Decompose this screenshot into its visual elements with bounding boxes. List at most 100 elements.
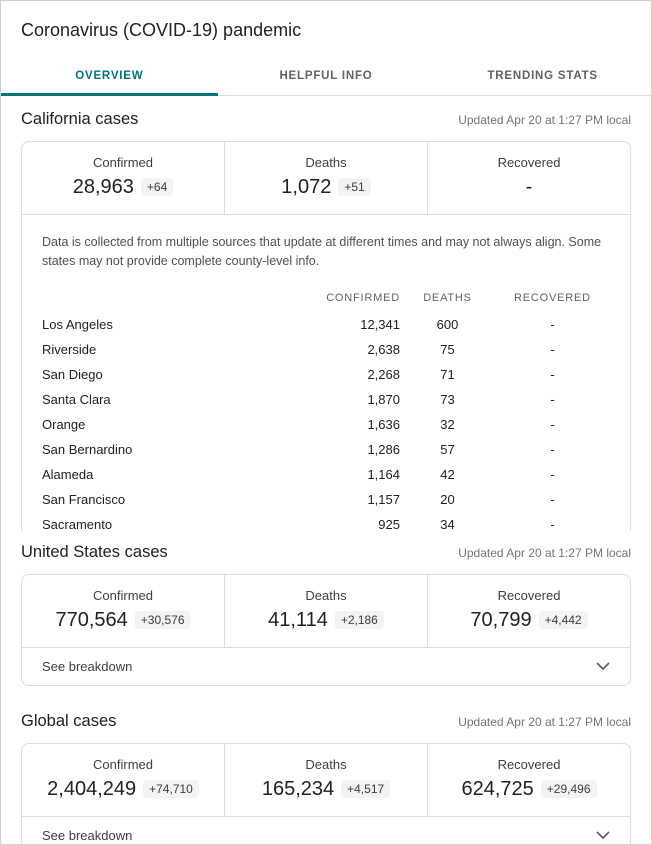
- stat-block: Recovered -: [427, 142, 630, 214]
- county-recovered: -: [550, 491, 555, 507]
- county-name: Santa Clara: [42, 391, 111, 407]
- stat-value: 770,564: [55, 609, 128, 631]
- county-name: Los Angeles: [42, 316, 113, 332]
- table-row: Orange 1,636 32 -: [42, 412, 610, 437]
- county-recovered: -: [550, 341, 555, 357]
- table-row: Los Angeles 12,341 600 -: [42, 312, 610, 337]
- stat-value: 1,072: [281, 176, 332, 198]
- global-see-breakdown-button[interactable]: See breakdown: [22, 817, 630, 844]
- county-deaths: 75: [440, 341, 455, 357]
- stat-label: Deaths: [305, 588, 347, 603]
- county-confirmed: 1,157: [367, 491, 400, 507]
- chevron-down-icon: [596, 831, 610, 840]
- county-name: Alameda: [42, 466, 94, 482]
- global-section-header: Global cases Updated Apr 20 at 1:27 PM l…: [1, 686, 651, 743]
- tab-overview[interactable]: OVERVIEW: [1, 56, 218, 96]
- stat-value-row: 28,963 +64: [28, 176, 218, 199]
- stat-value: 2,404,249: [47, 778, 137, 800]
- card-divider: [22, 214, 630, 215]
- stat-block: Confirmed 770,564 +30,576: [22, 575, 224, 647]
- stat-label: Recovered: [497, 588, 561, 603]
- stat-delta-badge: +64: [140, 178, 174, 196]
- stat-label: Confirmed: [93, 757, 153, 772]
- us-see-breakdown-button[interactable]: See breakdown: [22, 648, 630, 685]
- california-stats-row: Confirmed 28,963 +64 Deaths 1,072 +51 Reco…: [22, 142, 630, 214]
- stat-label: Recovered: [497, 155, 561, 170]
- global-section: Global cases Updated Apr 20 at 1:27 PM l…: [1, 686, 651, 844]
- county-recovered: -: [550, 391, 555, 407]
- county-deaths: 20: [440, 491, 455, 507]
- section-title-us: United States cases: [21, 543, 168, 561]
- stat-label: Confirmed: [93, 155, 153, 170]
- stat-value-row: 770,564 +30,576: [28, 609, 218, 632]
- card-divider: [22, 647, 630, 648]
- county-recovered: -: [550, 416, 555, 432]
- county-confirmed: 1,164: [367, 466, 400, 482]
- county-confirmed: 1,286: [367, 441, 400, 457]
- recovered-column-header: RECOVERED: [514, 291, 591, 304]
- california-section-header: California cases Updated Apr 20 at 1:27 …: [1, 96, 651, 141]
- stat-label: Deaths: [305, 155, 347, 170]
- updated-timestamp-global: Updated Apr 20 at 1:27 PM local: [458, 715, 631, 729]
- stat-value: 624,725: [461, 778, 534, 800]
- stat-label: Confirmed: [93, 588, 153, 603]
- confirmed-column-header: CONFIRMED: [326, 291, 400, 304]
- county-deaths: 42: [440, 466, 455, 482]
- updated-timestamp-california: Updated Apr 20 at 1:27 PM local: [458, 113, 631, 127]
- us-section-header: United States cases Updated Apr 20 at 1:…: [1, 531, 651, 574]
- table-row: Alameda 1,164 42 -: [42, 462, 610, 487]
- county-recovered: -: [550, 366, 555, 382]
- global-card: Confirmed 2,404,249 +74,710 Deaths 165,23…: [21, 743, 631, 844]
- county-deaths: 600: [436, 316, 459, 332]
- stat-value-row: 624,725 +29,496: [434, 778, 624, 801]
- stat-value: 165,234: [261, 778, 335, 800]
- table-row: San Francisco 1,157 20 -: [42, 487, 610, 512]
- deaths-column-header: DEATHS: [423, 291, 472, 304]
- county-column-header: [42, 286, 290, 312]
- county-confirmed: 1,870: [367, 391, 400, 407]
- stat-delta-badge: +4,517: [341, 780, 391, 798]
- stat-label: Recovered: [497, 757, 561, 772]
- stat-value-row: -: [434, 176, 624, 199]
- county-deaths: 73: [440, 391, 455, 407]
- card-divider: [22, 816, 630, 817]
- county-recovered: -: [550, 466, 555, 482]
- tab-trending-stats[interactable]: TRENDING STATS: [487, 70, 598, 82]
- county-name: San Diego: [42, 366, 103, 382]
- data-disclaimer: Data is collected from multiple sources …: [42, 235, 602, 269]
- county-table-body: Los Angeles 12,341 600 - Riverside 2,638…: [42, 312, 610, 531]
- county-deaths: 71: [440, 366, 455, 382]
- stat-block: Confirmed 28,963 +64: [22, 142, 224, 214]
- california-section: California cases Updated Apr 20 at 1:27 …: [1, 96, 651, 531]
- stat-label: Deaths: [305, 757, 347, 772]
- county-confirmed: 925: [378, 516, 400, 531]
- county-name: Riverside: [42, 341, 97, 357]
- county-name: Sacramento: [42, 516, 113, 531]
- stat-delta-badge: +29,496: [540, 780, 597, 798]
- stat-block: Recovered 70,799 +4,442: [427, 575, 630, 647]
- county-name: San Bernardino: [42, 441, 133, 457]
- county-confirmed: 2,268: [367, 366, 400, 382]
- stat-value-row: 1,072 +51: [231, 176, 421, 199]
- section-title-california: California cases: [21, 110, 139, 128]
- stat-value-row: 41,114 +2,186: [231, 609, 421, 632]
- table-row: Santa Clara 1,870 73 -: [42, 387, 610, 412]
- see-breakdown-label: See breakdown: [42, 659, 133, 674]
- stat-value-row: 165,234 +4,517: [231, 778, 421, 801]
- county-recovered: -: [550, 316, 555, 332]
- stat-block: Confirmed 2,404,249 +74,710: [22, 744, 224, 816]
- stat-block: Deaths 41,114 +2,186: [224, 575, 427, 647]
- county-confirmed: 2,638: [367, 341, 400, 357]
- stat-value: 28,963: [72, 176, 134, 198]
- county-deaths: 32: [440, 416, 455, 432]
- county-table-header-row: CONFIRMED DEATHS RECOVERED: [42, 286, 610, 312]
- stat-block: Deaths 165,234 +4,517: [224, 744, 427, 816]
- county-confirmed: 12,341: [360, 316, 400, 332]
- california-card: Confirmed 28,963 +64 Deaths 1,072 +51 Reco…: [21, 141, 631, 531]
- us-stats-row: Confirmed 770,564 +30,576 Deaths 41,114 +2…: [22, 575, 630, 647]
- stat-value-row: 2,404,249 +74,710: [28, 778, 218, 801]
- stat-block: Deaths 1,072 +51: [224, 142, 427, 214]
- county-confirmed: 1,636: [367, 416, 400, 432]
- tab-helpful-info[interactable]: HELPFUL INFO: [279, 70, 373, 82]
